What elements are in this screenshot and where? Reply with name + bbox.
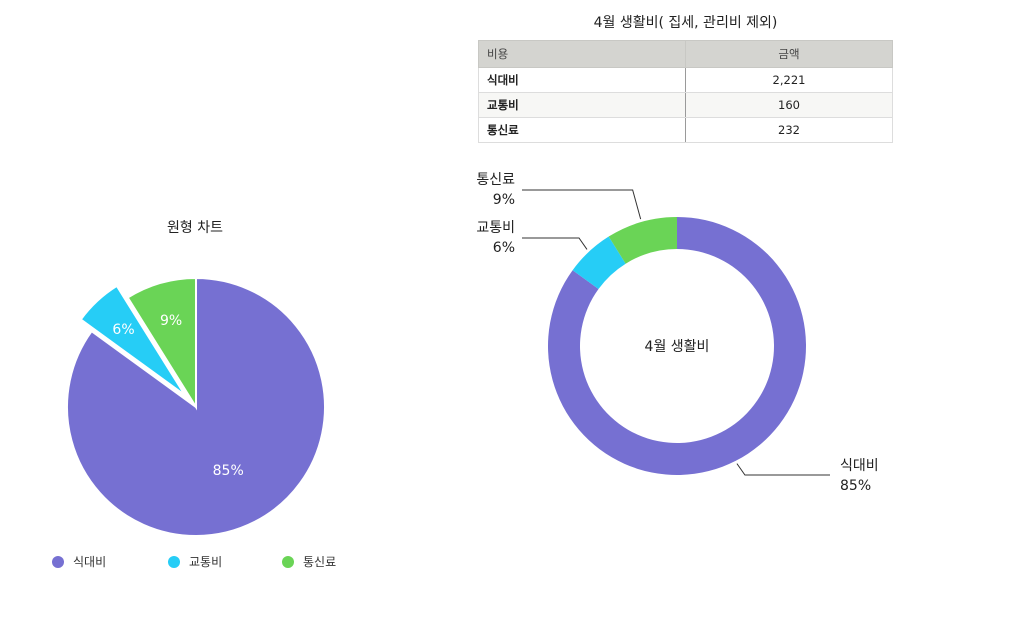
legend-swatch xyxy=(168,556,180,568)
callout-line xyxy=(736,463,830,476)
donut-slice-3 xyxy=(608,217,677,264)
table-cell-label: 통신료 xyxy=(478,117,686,143)
pie-slice-3 xyxy=(126,276,197,411)
pie-legend: 식대비 교통비 통신료 xyxy=(52,555,336,569)
legend-swatch xyxy=(52,556,64,568)
donut-chart: 4월 생활비 식대비 85% 교통비 6% 통신료 9% xyxy=(476,172,878,494)
table-header-row: 비용 금액 xyxy=(478,40,893,68)
table-row: 식대비 2,221 xyxy=(478,67,893,93)
donut-slice-2 xyxy=(572,236,626,289)
donut-center-label: 4월 생활비 xyxy=(645,339,710,355)
callout-line xyxy=(522,189,642,220)
callout-percent: 85% xyxy=(840,478,871,494)
legend-label: 교통비 xyxy=(189,555,222,569)
legend-label: 통신료 xyxy=(303,555,336,569)
page-title: 4월 생활비( 집세, 관리비 제외) xyxy=(593,15,778,31)
table-row: 교통비 160 xyxy=(478,92,893,118)
callout-name: 통신료 xyxy=(476,172,515,188)
legend-label: 식대비 xyxy=(73,555,106,569)
pie-chart-title: 원형 차트 xyxy=(167,220,223,236)
callout-name: 식대비 xyxy=(840,458,879,474)
data-table: 비용 금액 식대비 2,221 교통비 160 통신료 232 xyxy=(478,40,893,143)
table-cell-amount: 232 xyxy=(685,117,893,143)
table-row: 통신료 232 xyxy=(478,117,893,143)
table-cell-amount: 2,221 xyxy=(685,67,893,93)
pie-slice-2 xyxy=(79,284,186,397)
pie-data-label: 85% xyxy=(213,463,244,479)
callout-line xyxy=(522,237,588,250)
table-cell-amount: 160 xyxy=(685,92,893,118)
pie-data-label: 6% xyxy=(112,322,134,338)
legend-swatch xyxy=(282,556,294,568)
table-cell-label: 식대비 xyxy=(478,67,686,93)
callout-name: 교통비 xyxy=(476,220,515,236)
pie-chart: 원형 차트 85% 6% 9% xyxy=(66,220,326,537)
pie-data-label: 9% xyxy=(160,313,182,329)
callout-percent: 9% xyxy=(493,192,515,208)
table-cell-label: 교통비 xyxy=(478,92,686,118)
callout-percent: 6% xyxy=(493,240,515,256)
column-header-amount: 금액 xyxy=(685,40,893,68)
